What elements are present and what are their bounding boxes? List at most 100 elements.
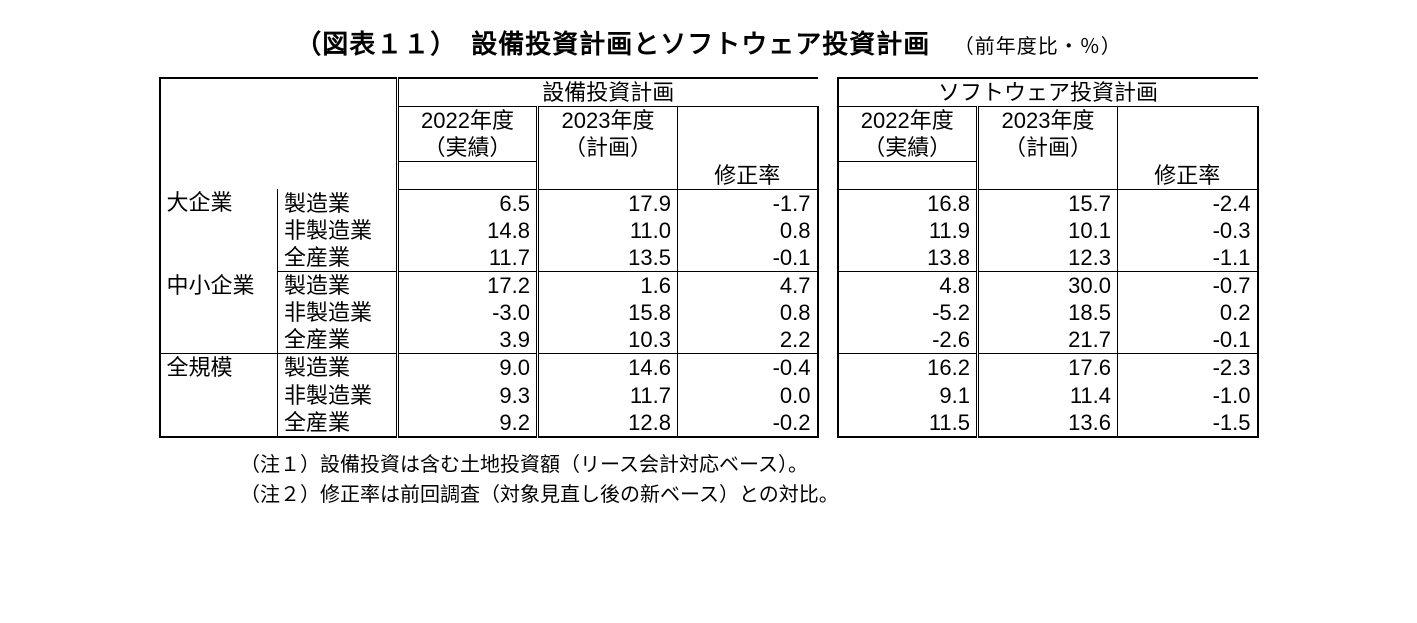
cell: 2.2 bbox=[678, 326, 818, 354]
header-a-2023: 2023年度 bbox=[538, 107, 678, 135]
cell: 6.5 bbox=[398, 189, 538, 217]
sector-label: 非製造業 bbox=[278, 382, 398, 409]
header-b-2023-sub: （計画） bbox=[978, 134, 1118, 162]
header-b-2023: 2023年度 bbox=[978, 107, 1118, 135]
cell: 11.9 bbox=[838, 217, 978, 244]
cell: -0.4 bbox=[678, 354, 818, 382]
cell: 17.6 bbox=[978, 354, 1118, 382]
table-row: 全規模 製造業 9.0 14.6 -0.4 16.2 17.6 -2.3 bbox=[160, 354, 1258, 382]
cell: -1.7 bbox=[678, 189, 818, 217]
sector-label: 全産業 bbox=[278, 409, 398, 437]
cell: 11.5 bbox=[838, 409, 978, 437]
header-a-blank2 bbox=[538, 162, 678, 190]
header-gap bbox=[818, 78, 838, 189]
table-row: 非製造業 -3.0 15.8 0.8 -5.2 18.5 0.2 bbox=[160, 299, 1258, 326]
cell: 0.8 bbox=[678, 217, 818, 244]
header-blank bbox=[160, 78, 398, 189]
figure-title-sub: （前年度比・％） bbox=[954, 36, 1122, 58]
cell: 9.2 bbox=[398, 409, 538, 437]
table-row: 大企業 製造業 6.5 17.9 -1.7 16.8 15.7 -2.4 bbox=[160, 189, 1258, 217]
sector-label: 全産業 bbox=[278, 244, 398, 272]
cell: -3.0 bbox=[398, 299, 538, 326]
header-a-revision: 修正率 bbox=[678, 162, 818, 190]
sector-label: 製造業 bbox=[278, 354, 398, 382]
cell: -2.3 bbox=[1118, 354, 1258, 382]
cell: 13.5 bbox=[538, 244, 678, 272]
table-row: 非製造業 14.8 11.0 0.8 11.9 10.1 -0.3 bbox=[160, 217, 1258, 244]
cell: 11.0 bbox=[538, 217, 678, 244]
category-label: 中小企業 bbox=[160, 272, 278, 354]
category-label: 全規模 bbox=[160, 354, 278, 437]
cell: 16.2 bbox=[838, 354, 978, 382]
category-label: 大企業 bbox=[160, 189, 278, 271]
header-b-2022: 2022年度 bbox=[838, 107, 978, 135]
table-row: 非製造業 9.3 11.7 0.0 9.1 11.4 -1.0 bbox=[160, 382, 1258, 409]
table-row: 全産業 9.2 12.8 -0.2 11.5 13.6 -1.5 bbox=[160, 409, 1258, 437]
header-group-a: 設備投資計画 bbox=[398, 78, 818, 107]
cell: 4.7 bbox=[678, 272, 818, 300]
cell: 17.2 bbox=[398, 272, 538, 300]
header-a-2022: 2022年度 bbox=[398, 107, 538, 135]
cell: 21.7 bbox=[978, 326, 1118, 354]
cell: -2.6 bbox=[838, 326, 978, 354]
header-b-2022-sub: （実績） bbox=[838, 134, 978, 162]
cell: -0.3 bbox=[1118, 217, 1258, 244]
sector-label: 製造業 bbox=[278, 272, 398, 300]
cell: 16.8 bbox=[838, 189, 978, 217]
header-b-2023-blank bbox=[1118, 107, 1258, 162]
cell: 14.6 bbox=[538, 354, 678, 382]
header-b-revision: 修正率 bbox=[1118, 162, 1258, 190]
cell: 10.3 bbox=[538, 326, 678, 354]
footnote-2: （注２）修正率は前回調査（対象見直し後の新ベース）との対比。 bbox=[240, 480, 1377, 510]
cell: 11.7 bbox=[538, 382, 678, 409]
cell: 0.2 bbox=[1118, 299, 1258, 326]
sector-label: 製造業 bbox=[278, 189, 398, 217]
cell: 15.8 bbox=[538, 299, 678, 326]
table-row: 全産業 3.9 10.3 2.2 -2.6 21.7 -0.1 bbox=[160, 326, 1258, 354]
header-a-blank1 bbox=[398, 162, 538, 190]
cell: 9.3 bbox=[398, 382, 538, 409]
cell: -0.1 bbox=[1118, 326, 1258, 354]
cell: -0.2 bbox=[678, 409, 818, 437]
figure-title-main: （図表１１） 設備投資計画とソフトウェア投資計画 bbox=[295, 29, 930, 59]
cell: 0.0 bbox=[678, 382, 818, 409]
header-b-blank1 bbox=[838, 162, 978, 190]
cell: 4.8 bbox=[838, 272, 978, 300]
table-row: 中小企業 製造業 17.2 1.6 4.7 4.8 30.0 -0.7 bbox=[160, 272, 1258, 300]
cell: 1.6 bbox=[538, 272, 678, 300]
investment-table: 設備投資計画 ソフトウェア投資計画 2022年度 2023年度 2022年度 2… bbox=[159, 77, 1259, 438]
cell: -1.1 bbox=[1118, 244, 1258, 272]
cell: -1.5 bbox=[1118, 409, 1258, 437]
cell: 9.1 bbox=[838, 382, 978, 409]
cell: 9.0 bbox=[398, 354, 538, 382]
header-a-2022-sub: （実績） bbox=[398, 134, 538, 162]
cell: 3.9 bbox=[398, 326, 538, 354]
cell: 11.7 bbox=[398, 244, 538, 272]
cell: -2.4 bbox=[1118, 189, 1258, 217]
cell: -0.7 bbox=[1118, 272, 1258, 300]
cell: 13.6 bbox=[978, 409, 1118, 437]
figure-title: （図表１１） 設備投資計画とソフトウェア投資計画 （前年度比・％） bbox=[40, 24, 1377, 61]
header-b-blank2 bbox=[978, 162, 1118, 190]
cell: -1.0 bbox=[1118, 382, 1258, 409]
cell: 0.8 bbox=[678, 299, 818, 326]
cell: 13.8 bbox=[838, 244, 978, 272]
sector-label: 非製造業 bbox=[278, 217, 398, 244]
header-a-2023-blank bbox=[678, 107, 818, 162]
header-group-b: ソフトウェア投資計画 bbox=[838, 78, 1258, 107]
cell: -5.2 bbox=[838, 299, 978, 326]
sector-label: 非製造業 bbox=[278, 299, 398, 326]
table-row: 全産業 11.7 13.5 -0.1 13.8 12.3 -1.1 bbox=[160, 244, 1258, 272]
cell: 14.8 bbox=[398, 217, 538, 244]
cell: 11.4 bbox=[978, 382, 1118, 409]
sector-label: 全産業 bbox=[278, 326, 398, 354]
cell: 17.9 bbox=[538, 189, 678, 217]
header-a-2023-sub: （計画） bbox=[538, 134, 678, 162]
footnote-1: （注１）設備投資は含む土地投資額（リース会計対応ベース）。 bbox=[240, 450, 1377, 480]
cell: 12.8 bbox=[538, 409, 678, 437]
cell: -0.1 bbox=[678, 244, 818, 272]
cell: 18.5 bbox=[978, 299, 1118, 326]
footnotes: （注１）設備投資は含む土地投資額（リース会計対応ベース）。 （注２）修正率は前回… bbox=[40, 450, 1377, 510]
cell: 12.3 bbox=[978, 244, 1118, 272]
cell: 15.7 bbox=[978, 189, 1118, 217]
